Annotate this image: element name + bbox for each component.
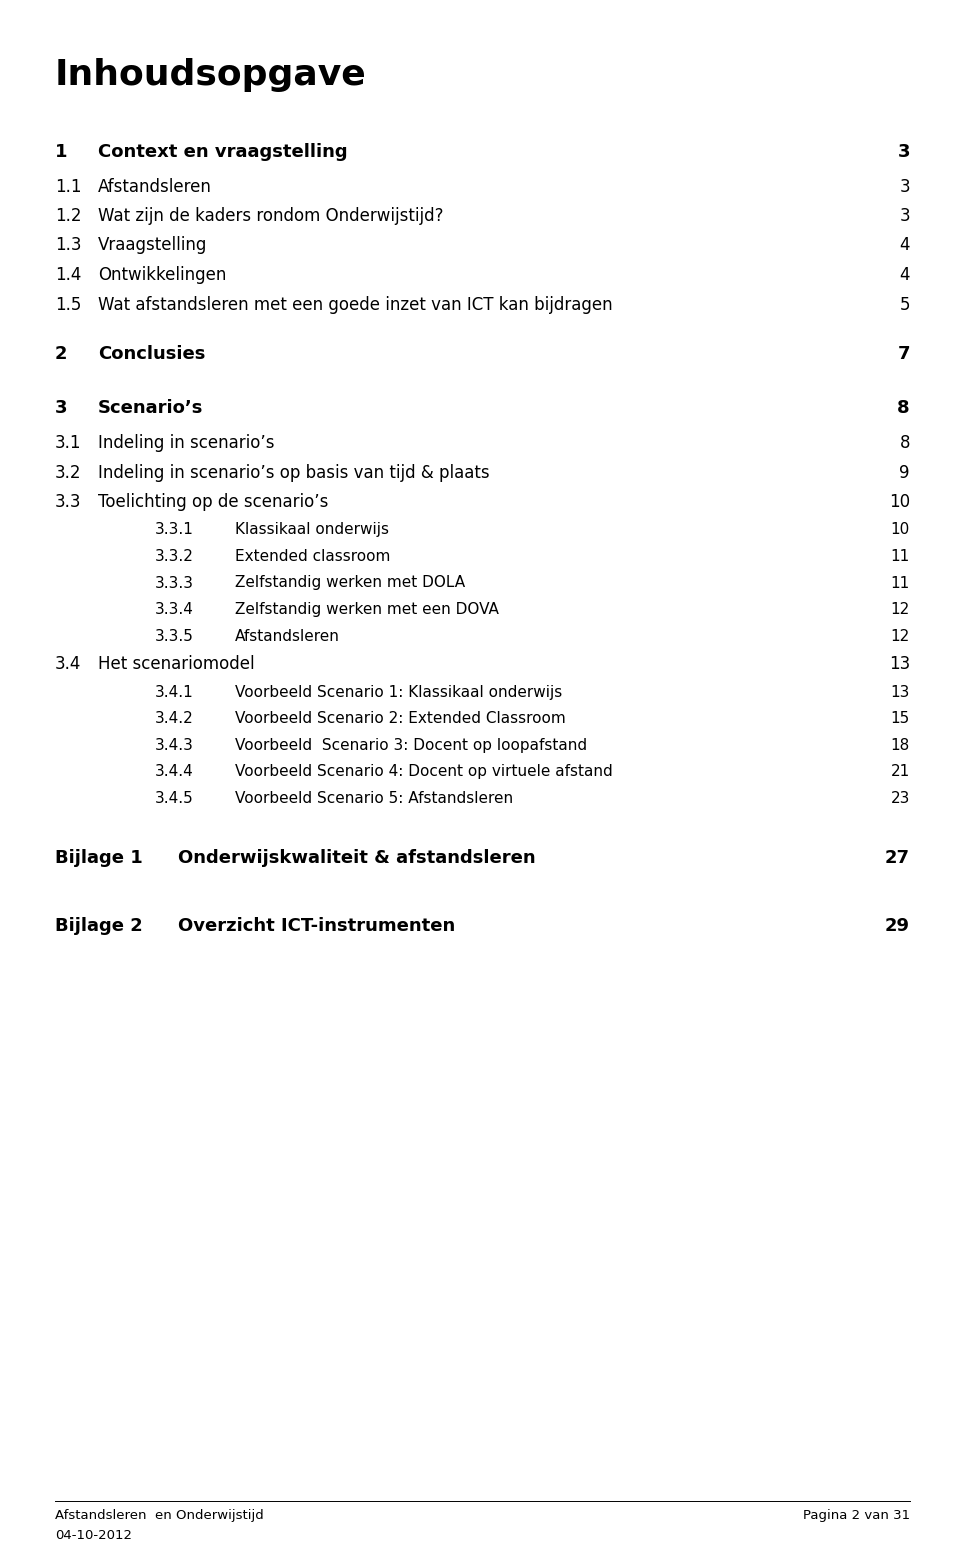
Text: Het scenariomodel: Het scenariomodel (98, 655, 254, 672)
Text: Overzicht ICT-instrumenten: Overzicht ICT-instrumenten (178, 916, 455, 935)
Text: 3.3.4: 3.3.4 (155, 603, 194, 617)
Text: 3: 3 (900, 177, 910, 196)
Text: 12: 12 (891, 603, 910, 617)
Text: Voorbeeld  Scenario 3: Docent op loopafstand: Voorbeeld Scenario 3: Docent op loopafst… (235, 738, 588, 753)
Text: 9: 9 (900, 463, 910, 481)
Text: 11: 11 (891, 550, 910, 564)
Text: Afstandsleren  en Onderwijstijd: Afstandsleren en Onderwijstijd (55, 1510, 264, 1522)
Text: Afstandsleren: Afstandsleren (235, 629, 340, 643)
Text: Afstandsleren: Afstandsleren (98, 177, 212, 196)
Text: 10: 10 (891, 522, 910, 537)
Text: 11: 11 (891, 576, 910, 590)
Text: 3: 3 (55, 399, 67, 418)
Text: 3.1: 3.1 (55, 433, 82, 452)
Text: Ontwikkelingen: Ontwikkelingen (98, 266, 227, 284)
Text: Toelichting op de scenario’s: Toelichting op de scenario’s (98, 492, 328, 511)
Text: 3: 3 (900, 207, 910, 225)
Text: Voorbeeld Scenario 2: Extended Classroom: Voorbeeld Scenario 2: Extended Classroom (235, 711, 565, 725)
Text: 8: 8 (898, 399, 910, 418)
Text: 4: 4 (900, 236, 910, 255)
Text: Wat zijn de kaders rondom Onderwijstijd?: Wat zijn de kaders rondom Onderwijstijd? (98, 207, 444, 225)
Text: Bijlage 1: Bijlage 1 (55, 849, 143, 867)
Text: 29: 29 (885, 916, 910, 935)
Text: Wat afstandsleren met een goede inzet van ICT kan bijdragen: Wat afstandsleren met een goede inzet va… (98, 295, 612, 314)
Text: 13: 13 (889, 655, 910, 672)
Text: Zelfstandig werken met een DOVA: Zelfstandig werken met een DOVA (235, 603, 499, 617)
Text: Scenario’s: Scenario’s (98, 399, 204, 418)
Text: Context en vraagstelling: Context en vraagstelling (98, 143, 348, 162)
Text: 7: 7 (898, 345, 910, 363)
Text: 04-10-2012: 04-10-2012 (55, 1530, 132, 1542)
Text: 18: 18 (891, 738, 910, 753)
Text: Voorbeeld Scenario 4: Docent op virtuele afstand: Voorbeeld Scenario 4: Docent op virtuele… (235, 764, 612, 780)
Text: 1.3: 1.3 (55, 236, 82, 255)
Text: 15: 15 (891, 711, 910, 725)
Text: 13: 13 (891, 685, 910, 699)
Text: 1.5: 1.5 (55, 295, 82, 314)
Text: 3.3.2: 3.3.2 (155, 550, 194, 564)
Text: 3.2: 3.2 (55, 463, 82, 481)
Text: 8: 8 (900, 433, 910, 452)
Text: Voorbeeld Scenario 1: Klassikaal onderwijs: Voorbeeld Scenario 1: Klassikaal onderwi… (235, 685, 563, 699)
Text: Klassikaal onderwijs: Klassikaal onderwijs (235, 522, 389, 537)
Text: 3.3: 3.3 (55, 492, 82, 511)
Text: 2: 2 (55, 345, 67, 363)
Text: 3.3.1: 3.3.1 (155, 522, 194, 537)
Text: Extended classroom: Extended classroom (235, 550, 391, 564)
Text: Inhoudsopgave: Inhoudsopgave (55, 57, 367, 92)
Text: Indeling in scenario’s: Indeling in scenario’s (98, 433, 275, 452)
Text: 1.2: 1.2 (55, 207, 82, 225)
Text: 10: 10 (889, 492, 910, 511)
Text: 3.4.3: 3.4.3 (155, 738, 194, 753)
Text: 3.4.4: 3.4.4 (155, 764, 194, 780)
Text: Pagina 2 van 31: Pagina 2 van 31 (803, 1510, 910, 1522)
Text: 21: 21 (891, 764, 910, 780)
Text: 3.3.3: 3.3.3 (155, 576, 194, 590)
Text: 5: 5 (900, 295, 910, 314)
Text: 3.3.5: 3.3.5 (155, 629, 194, 643)
Text: Indeling in scenario’s op basis van tijd & plaats: Indeling in scenario’s op basis van tijd… (98, 463, 490, 481)
Text: 23: 23 (891, 790, 910, 806)
Text: Vraagstelling: Vraagstelling (98, 236, 207, 255)
Text: 3.4: 3.4 (55, 655, 82, 672)
Text: 3.4.5: 3.4.5 (155, 790, 194, 806)
Text: 12: 12 (891, 629, 910, 643)
Text: 4: 4 (900, 266, 910, 284)
Text: Zelfstandig werken met DOLA: Zelfstandig werken met DOLA (235, 576, 466, 590)
Text: Conclusies: Conclusies (98, 345, 205, 363)
Text: 1.4: 1.4 (55, 266, 82, 284)
Text: Bijlage 2: Bijlage 2 (55, 916, 143, 935)
Text: Voorbeeld Scenario 5: Afstandsleren: Voorbeeld Scenario 5: Afstandsleren (235, 790, 514, 806)
Text: 1: 1 (55, 143, 67, 162)
Text: 3.4.1: 3.4.1 (155, 685, 194, 699)
Text: Onderwijskwaliteit & afstandsleren: Onderwijskwaliteit & afstandsleren (178, 849, 536, 867)
Text: 1.1: 1.1 (55, 177, 82, 196)
Text: 3: 3 (898, 143, 910, 162)
Text: 3.4.2: 3.4.2 (155, 711, 194, 725)
Text: 27: 27 (885, 849, 910, 867)
